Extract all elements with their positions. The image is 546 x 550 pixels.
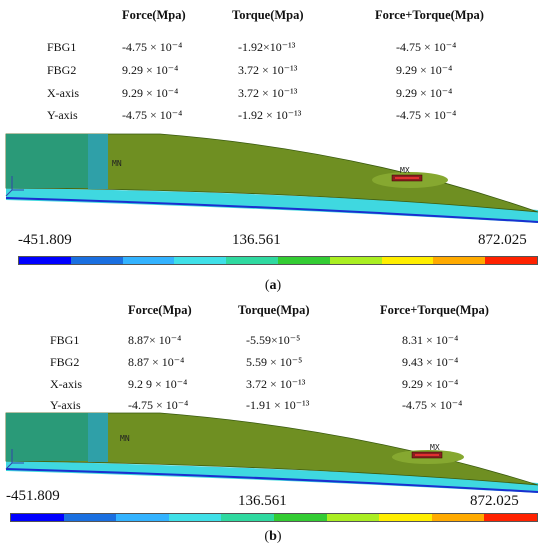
colorbar-segment [329, 257, 382, 264]
colorbar-segment [116, 514, 169, 521]
colorbar-segment [381, 257, 434, 264]
colorbar-segment [70, 257, 123, 264]
row-label-fbg2: FBG2 [50, 355, 80, 369]
row-label-x-axis: X-axis [47, 86, 79, 100]
colorbar-segment [63, 514, 117, 521]
beam-upper-layer [5, 133, 539, 213]
cell: 9.43 × 10⁻⁴ [402, 355, 459, 369]
min-marker: MN [112, 159, 122, 168]
cell: -1.92 × 10⁻¹³ [238, 108, 302, 122]
colorbar-segment [326, 514, 380, 521]
header-force: Force(Mpa) [128, 303, 192, 317]
colorbar-mid: 136.561 [232, 232, 281, 248]
colorbar-segment [277, 257, 330, 264]
cell: -4.75 × 10⁻⁴ [396, 108, 457, 122]
colorbar-segment [226, 257, 278, 264]
left-clamp-block [6, 413, 88, 461]
colorbar-mid: 136.561 [238, 493, 287, 509]
cell: 9.29 × 10⁻⁴ [122, 86, 179, 100]
cell: 8.31 × 10⁻⁴ [402, 333, 459, 347]
coordinate-triad-icon [5, 176, 24, 197]
cell: -1.92×10⁻¹³ [238, 40, 296, 54]
fea-stress-model-b: MN MX [5, 412, 539, 493]
colorbar-min: -451.809 [6, 488, 60, 504]
colorbar-segment [11, 514, 64, 521]
cell: 8.87 × 10⁻⁴ [128, 355, 185, 369]
header-force-torque: Force+Torque(Mpa) [375, 8, 484, 22]
fbg-sensor-core [395, 177, 419, 179]
row-label-x-axis: X-axis [50, 377, 82, 391]
colorbar-b [10, 513, 538, 522]
coordinate-triad-icon [5, 449, 24, 470]
cell: 9.29 × 10⁻⁴ [402, 377, 459, 391]
colorbar-max: 872.025 [470, 493, 519, 509]
cell: 3.72 × 10⁻¹³ [238, 86, 298, 100]
panel-b: Force(Mpa) Torque(Mpa) Force+Torque(Mpa)… [0, 275, 546, 550]
header-torque: Torque(Mpa) [238, 303, 310, 317]
left-clamp-block [6, 134, 88, 188]
beam-bottom-edge [5, 197, 539, 223]
colorbar-max: 872.025 [478, 232, 527, 248]
cell: 8.87× 10⁻⁴ [128, 333, 182, 347]
cell: 3.72 × 10⁻¹³ [246, 377, 306, 391]
cell: -4.75 × 10⁻⁴ [396, 40, 457, 54]
min-marker: MN [120, 434, 130, 443]
colorbar-min: -451.809 [18, 232, 72, 248]
colorbar-segment [19, 257, 71, 264]
cell: -5.59×10⁻⁵ [246, 333, 301, 347]
cell: -4.75 × 10⁻⁴ [402, 398, 463, 412]
clamp-transition [88, 134, 108, 189]
fea-stress-model-a: MN MX [5, 133, 539, 223]
fbg-sensor-core [415, 454, 439, 456]
colorbar-segment [379, 514, 432, 521]
colorbar-segment [433, 257, 486, 264]
max-marker: MX [430, 443, 440, 452]
colorbar-labels-b: -451.809 136.561 872.025 [0, 488, 546, 510]
cell: -1.91 × 10⁻¹³ [246, 398, 310, 412]
cell: -4.75 × 10⁻⁴ [128, 398, 189, 412]
colorbar-a [18, 256, 538, 265]
beam-bottom-edge [5, 468, 539, 493]
caption-a: (a) [264, 278, 282, 293]
colorbar-segment [485, 257, 537, 264]
colorbar-segment [174, 257, 227, 264]
max-marker: MX [400, 166, 410, 175]
cell: 9.29 × 10⁻⁴ [122, 63, 179, 77]
row-label-y-axis: Y-axis [50, 398, 81, 412]
panel-a: Force(Mpa) Torque(Mpa) Force+Torque(Mpa)… [0, 8, 546, 265]
cell: 9.29 × 10⁻⁴ [396, 63, 453, 77]
caption-b: (b) [264, 529, 282, 544]
cell: 9.29 × 10⁻⁴ [396, 86, 453, 100]
cell: 3.72 × 10⁻¹³ [238, 63, 298, 77]
colorbar-segment [221, 514, 274, 521]
colorbar-segment [273, 514, 327, 521]
row-label-fbg1: FBG1 [50, 333, 80, 347]
cell: 9.2 9 × 10⁻⁴ [128, 377, 188, 391]
colorbar-segment [431, 514, 485, 521]
colorbar-segment [484, 514, 537, 521]
clamp-transition [88, 413, 108, 462]
header-force: Force(Mpa) [122, 8, 186, 22]
row-label-y-axis: Y-axis [47, 108, 78, 122]
cell: 5.59 × 10⁻⁵ [246, 355, 303, 369]
row-label-fbg1: FBG1 [47, 40, 77, 54]
cell: -4.75 × 10⁻⁴ [122, 40, 183, 54]
colorbar-segment [168, 514, 222, 521]
beam-upper-layer [5, 412, 539, 486]
cell: -4.75 × 10⁻⁴ [122, 108, 183, 122]
row-label-fbg2: FBG2 [47, 63, 77, 77]
header-torque: Torque(Mpa) [232, 8, 304, 22]
header-force-torque: Force+Torque(Mpa) [380, 303, 489, 317]
colorbar-labels-a: -451.809 136.561 872.025 [0, 232, 546, 254]
colorbar-segment [122, 257, 175, 264]
